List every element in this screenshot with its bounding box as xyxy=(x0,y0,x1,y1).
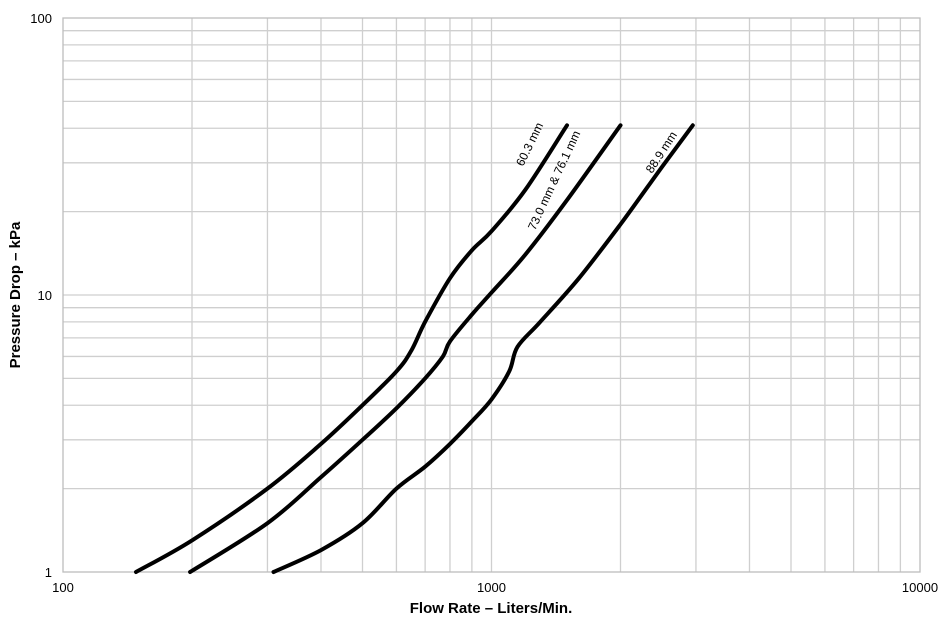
series-label-60-3mm: 60.3 mm xyxy=(513,120,546,168)
y-tick-label: 10 xyxy=(38,288,52,303)
grid-lines xyxy=(63,18,920,572)
series-lines xyxy=(134,123,695,574)
series-line-3 xyxy=(271,123,695,574)
x-tick-label: 100 xyxy=(52,580,74,595)
x-axis-title: Flow Rate – Liters/Min. xyxy=(410,600,573,617)
x-tick-label: 1000 xyxy=(477,580,506,595)
tick-labels: 100 1000 10000 1 10 100 xyxy=(30,11,938,595)
series-line-1 xyxy=(134,123,569,574)
y-tick-label: 100 xyxy=(30,11,52,26)
y-tick-label: 1 xyxy=(45,565,52,580)
plot-frame xyxy=(62,17,921,573)
y-axis-title: Pressure Drop – kPa xyxy=(7,221,24,368)
x-tick-label: 10000 xyxy=(902,580,938,595)
series-line-2 xyxy=(188,123,623,574)
